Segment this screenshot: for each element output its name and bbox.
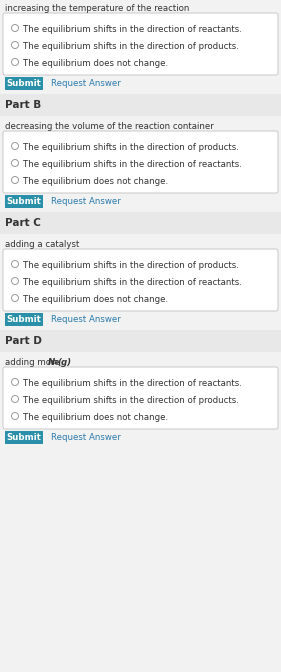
FancyBboxPatch shape <box>5 313 43 326</box>
Text: Part D: Part D <box>5 336 42 346</box>
Text: The equilibrium shifts in the direction of products.: The equilibrium shifts in the direction … <box>23 261 239 270</box>
Text: 2: 2 <box>53 360 57 365</box>
FancyBboxPatch shape <box>3 367 278 429</box>
Text: adding a catalyst: adding a catalyst <box>5 240 79 249</box>
Text: Submit: Submit <box>6 433 41 442</box>
Text: Part B: Part B <box>5 100 41 110</box>
Text: N: N <box>48 358 55 367</box>
Text: The equilibrium does not change.: The equilibrium does not change. <box>23 295 168 304</box>
Text: The equilibrium shifts in the direction of reactants.: The equilibrium shifts in the direction … <box>23 160 242 169</box>
Text: The equilibrium shifts in the direction of reactants.: The equilibrium shifts in the direction … <box>23 25 242 34</box>
FancyBboxPatch shape <box>3 249 278 311</box>
Text: adding more: adding more <box>5 358 62 367</box>
Text: Submit: Submit <box>6 79 41 88</box>
Text: decreasing the volume of the reaction container: decreasing the volume of the reaction co… <box>5 122 214 131</box>
Text: The equilibrium does not change.: The equilibrium does not change. <box>23 177 168 186</box>
FancyBboxPatch shape <box>5 77 43 90</box>
FancyBboxPatch shape <box>0 94 281 116</box>
FancyBboxPatch shape <box>3 131 278 193</box>
Text: The equilibrium does not change.: The equilibrium does not change. <box>23 413 168 422</box>
Text: Part C: Part C <box>5 218 41 228</box>
Text: Request Answer: Request Answer <box>51 433 121 442</box>
Text: The equilibrium shifts in the direction of reactants.: The equilibrium shifts in the direction … <box>23 278 242 287</box>
Text: (g): (g) <box>57 358 71 367</box>
FancyBboxPatch shape <box>5 195 43 208</box>
Text: The equilibrium shifts in the direction of reactants.: The equilibrium shifts in the direction … <box>23 379 242 388</box>
FancyBboxPatch shape <box>5 431 43 444</box>
Text: The equilibrium shifts in the direction of products.: The equilibrium shifts in the direction … <box>23 143 239 152</box>
FancyBboxPatch shape <box>0 212 281 234</box>
Text: Submit: Submit <box>6 315 41 324</box>
Text: Request Answer: Request Answer <box>51 79 121 88</box>
FancyBboxPatch shape <box>0 330 281 352</box>
Text: Submit: Submit <box>6 197 41 206</box>
Text: The equilibrium shifts in the direction of products.: The equilibrium shifts in the direction … <box>23 42 239 51</box>
Text: Request Answer: Request Answer <box>51 197 121 206</box>
Text: The equilibrium does not change.: The equilibrium does not change. <box>23 59 168 68</box>
Text: Request Answer: Request Answer <box>51 315 121 324</box>
FancyBboxPatch shape <box>3 13 278 75</box>
Text: The equilibrium shifts in the direction of products.: The equilibrium shifts in the direction … <box>23 396 239 405</box>
Text: increasing the temperature of the reaction: increasing the temperature of the reacti… <box>5 4 189 13</box>
